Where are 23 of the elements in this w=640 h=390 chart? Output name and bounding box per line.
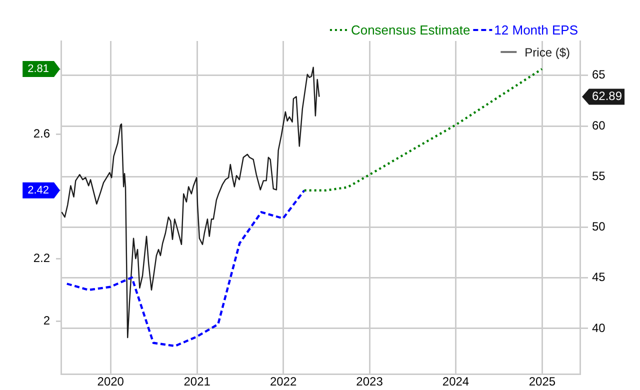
legend-label: 12 Month EPS <box>494 22 578 38</box>
y2-tick-label: 55 <box>592 168 606 183</box>
x-tick-label: 2020 <box>97 374 124 389</box>
y-tick-label: 2.2 <box>33 251 50 266</box>
line-series <box>66 189 306 348</box>
x-tick-label: 2021 <box>184 374 211 389</box>
y2-tick-label: 62.89 <box>592 89 622 104</box>
y2-tick-label: 50 <box>592 220 606 234</box>
legend-label: Consensus Estimate <box>350 22 470 38</box>
x-tick-label: 2024 <box>442 374 470 389</box>
x-tick-label: 2023 <box>356 374 384 389</box>
y2-tick-label: 60 <box>592 118 606 132</box>
y2-tick-label: 65 <box>592 68 606 82</box>
y-tick-label: 2 <box>43 313 50 328</box>
x-tick-label: 2025 <box>528 374 556 389</box>
y2-tick-label: 40 <box>592 320 606 335</box>
y-tick-label: 2.6 <box>33 126 50 141</box>
y-tick-label: 2.81 <box>28 63 50 76</box>
x-tick-label: 2022 <box>270 374 297 389</box>
y2-tick-label: 45 <box>592 270 606 284</box>
y-tick-label: 2.42 <box>28 184 50 196</box>
text: Price ($) <box>524 45 570 60</box>
line-series <box>303 68 544 192</box>
